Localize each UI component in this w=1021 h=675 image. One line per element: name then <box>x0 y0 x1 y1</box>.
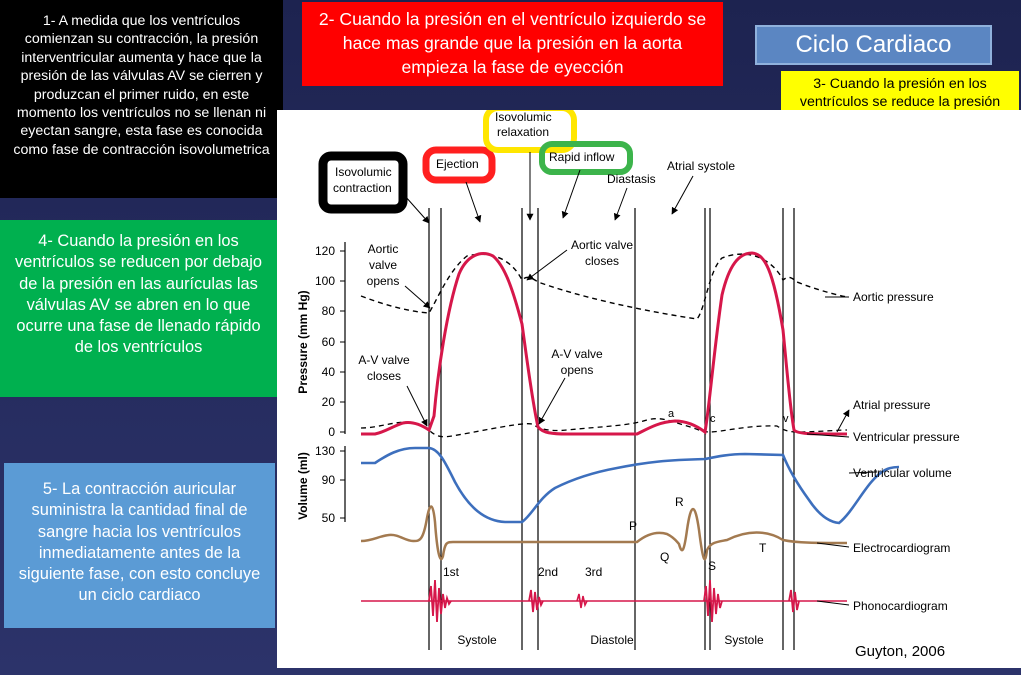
page-title: Ciclo Cardiaco <box>755 25 992 65</box>
annotation: A-V valve <box>358 353 410 367</box>
wiggers-diagram: Isovolumic contraction Ejection Isovolum… <box>277 105 1021 668</box>
sound-burst-first-2 <box>703 579 723 623</box>
trace-label-ventricular-pressure: Ventricular pressure <box>853 430 960 444</box>
sound-burst-first <box>428 579 452 623</box>
phase-arrows <box>404 152 694 224</box>
volume-tick: 50 <box>322 511 336 525</box>
phase-name-diastole: Diastole <box>590 633 634 647</box>
pressure-tick: 120 <box>315 244 335 258</box>
annotation: Aortic <box>368 242 399 256</box>
phase-label: Ejection <box>436 157 479 171</box>
volume-axis-label: Volume (ml) <box>296 452 310 520</box>
highlight-black-mark <box>318 151 408 214</box>
trace-label-aortic-pressure: Aortic pressure <box>853 290 934 304</box>
trace-label-atrial-pressure: Atrial pressure <box>853 398 931 412</box>
wiggers-diagram-svg: Isovolumic contraction Ejection Isovolum… <box>296 105 960 660</box>
arrow <box>526 249 568 281</box>
pressure-tick: 80 <box>322 304 336 318</box>
credit: Guyton, 2006 <box>855 643 945 660</box>
pressure-tick: 100 <box>315 274 335 288</box>
step-5-text: 5- La contracción auricular suministra l… <box>18 480 261 605</box>
ecg-label: S <box>708 559 716 573</box>
pressure-axis-label: Pressure (mm Hg) <box>296 290 310 393</box>
ventricular-volume-trace <box>361 446 900 525</box>
pressure-tick: 60 <box>322 335 336 349</box>
step-2-box: 2- Cuando la presión en el ventrículo iz… <box>302 2 723 86</box>
volume-tick: 130 <box>315 444 335 458</box>
step-4-box: 4- Cuando la presión en los ventrículos … <box>0 220 277 397</box>
phase-label: Isovolumic <box>335 165 392 179</box>
ecg-label: T <box>759 541 767 555</box>
axes <box>340 242 346 522</box>
trace-label-ventricular-volume: Ventricular volume <box>853 466 952 480</box>
arrow <box>404 285 431 309</box>
sound-burst-third <box>576 593 588 609</box>
trace-label-electrocardiogram: Electrocardiogram <box>853 541 950 555</box>
step-4-text: 4- Cuando la presión en los ventrículos … <box>15 232 262 357</box>
wave-label: a <box>668 408 675 420</box>
highlight-red-mark <box>422 146 496 184</box>
step-1-box: 1- A medida que los ventrículos comienza… <box>0 0 283 198</box>
arrow <box>671 175 694 215</box>
phase-label: relaxation <box>497 125 549 139</box>
ecg-trace <box>360 505 848 561</box>
phase-label: Diastasis <box>607 172 656 186</box>
annotation: A-V valve <box>551 347 603 361</box>
arrow <box>613 187 628 221</box>
annotation: closes <box>585 254 619 268</box>
phase-label: Atrial systole <box>667 159 735 173</box>
step-2-text: 2- Cuando la presión en el ventrículo iz… <box>318 9 707 77</box>
arrow <box>538 377 566 425</box>
wave-label: v <box>783 413 789 425</box>
arrow <box>406 385 428 427</box>
aortic-pressure-trace <box>360 253 848 320</box>
ecg-label: R <box>675 495 684 509</box>
volume-tick: 90 <box>322 473 336 487</box>
annotation: valve <box>369 258 397 272</box>
pressure-tick: 40 <box>322 365 336 379</box>
ecg-label: P <box>629 519 637 533</box>
heart-sound-label: 1st <box>443 565 460 579</box>
pressure-tick: 0 <box>328 425 335 439</box>
phase-label: Rapid inflow <box>549 150 615 164</box>
heart-sound-label: 3rd <box>585 565 602 579</box>
phase-name-systole-2: Systole <box>724 633 764 647</box>
arrow <box>465 181 482 223</box>
arrow <box>561 169 581 219</box>
page-title-text: Ciclo Cardiaco <box>795 31 952 58</box>
trace-leaders <box>806 296 878 606</box>
ecg-label: Q <box>660 550 669 564</box>
heart-sound-label: 2nd <box>538 565 558 579</box>
annotation: Aortic valve <box>571 238 633 252</box>
highlight-green-mark <box>539 141 633 175</box>
phase-name-systole: Systole <box>457 633 497 647</box>
pressure-tick: 20 <box>322 395 336 409</box>
atrial-pressure-trace <box>360 418 848 438</box>
step-1-text: 1- A medida que los ventrículos comienza… <box>13 13 270 158</box>
annotation: opens <box>367 274 400 288</box>
annotation: closes <box>367 369 401 383</box>
annotation: opens <box>561 363 594 377</box>
ventricular-pressure-trace <box>361 251 848 436</box>
trace-label-phonocardiogram: Phonocardiogram <box>853 599 948 613</box>
phase-label: contraction <box>333 181 392 195</box>
wave-label: c <box>710 413 716 425</box>
sound-burst-second <box>528 589 544 613</box>
step-5-box: 5- La contracción auricular suministra l… <box>4 463 275 628</box>
sound-burst-second-2 <box>788 589 800 613</box>
arrow <box>404 195 430 224</box>
annotation-arrows <box>404 249 568 427</box>
phase-label: Isovolumic <box>495 110 552 124</box>
phase-lines <box>428 208 795 650</box>
